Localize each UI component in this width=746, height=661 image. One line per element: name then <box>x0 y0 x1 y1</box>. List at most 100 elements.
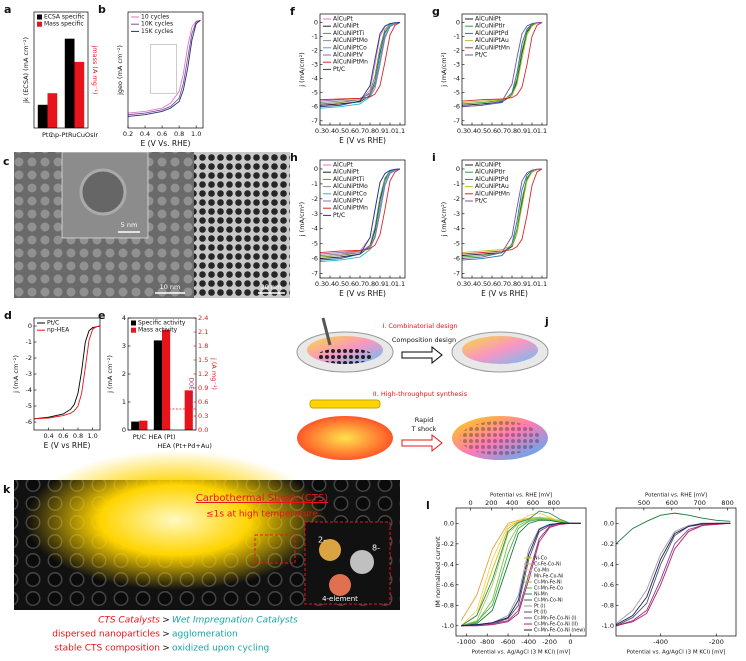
x-tick-label: 1.1 <box>395 280 405 288</box>
comparison-sign: > <box>162 616 170 626</box>
x2-tick-label: 700 <box>694 499 706 507</box>
heater <box>309 399 381 409</box>
y-tick-label: 2 <box>122 370 126 378</box>
inset-label: 8- <box>372 544 380 553</box>
y-tick-label: 0 <box>122 426 126 434</box>
x-tick-label: 0.5 <box>335 127 345 135</box>
legend-label: 10K cycles <box>141 21 173 28</box>
x-tick-label: 1.0 <box>527 280 537 288</box>
y-tick-label: 0 <box>314 18 318 26</box>
line <box>461 519 581 627</box>
y2-tick-label: 0.3 <box>198 412 208 420</box>
x-tick-label: 0.8 <box>365 127 375 135</box>
arrow-label: Composition design <box>392 336 456 344</box>
x-tick-label: 1.0 <box>527 127 537 135</box>
y-tick-label: -7 <box>454 117 460 125</box>
legend-label: Cr-Mn-Co-Ni <box>534 598 563 604</box>
y-tick-label: -4 <box>454 225 460 233</box>
y-tick-label: -3 <box>26 370 32 378</box>
legend-label: AlCuNiPtMn <box>475 190 510 197</box>
comparison-left: dispersed nanoparticles <box>52 630 160 640</box>
x-axis-label: Potential vs. Ag/AgCl (3 M KCl) [mV] <box>627 650 726 656</box>
plot-frame <box>127 11 204 129</box>
bar <box>74 61 85 128</box>
x-tick-label: 0.3 <box>315 280 325 288</box>
legend-label: Ni-Mn <box>534 592 548 598</box>
y-tick-label: 3 <box>122 342 126 350</box>
y-axis-label: j (mA cm⁻²) <box>106 355 114 394</box>
comparison-right: oxidized upon cycling <box>172 644 269 654</box>
y-tick-label: -2 <box>454 195 460 203</box>
x-tick-label: 0.5 <box>477 127 487 135</box>
x-tick-label: 0.3 <box>457 127 467 135</box>
zoom-box <box>254 534 296 564</box>
y-tick-label: -4 <box>312 225 318 233</box>
legend-label: Pt (II) <box>534 610 547 616</box>
x-tick-label: 0.9 <box>517 127 527 135</box>
comparison-left: CTS Catalysts <box>98 616 160 626</box>
panel-label: k <box>3 483 11 496</box>
y-tick-label: -5 <box>312 240 318 248</box>
x-tick-label: 0.4 <box>325 127 335 135</box>
x-axis-label: E (V vs RHE) <box>44 441 91 450</box>
nanoparticle <box>329 574 351 596</box>
x-tick-label: 1.0 <box>87 432 97 440</box>
legend-label: np-HEA <box>47 327 70 334</box>
line <box>127 19 201 116</box>
target-label: DOE target <box>188 378 194 409</box>
thermal-glow <box>25 450 325 590</box>
line <box>319 21 401 109</box>
line <box>461 21 543 108</box>
composition-array <box>462 336 538 364</box>
x-tick-label: 0.8 <box>507 280 517 288</box>
y-tick-label: -1.0 <box>441 622 454 630</box>
y-tick-label: -0.4 <box>601 560 614 568</box>
legend-label: ECSA specific <box>44 14 85 21</box>
legend-label: AlCuNiPtMn <box>333 59 368 66</box>
caption-background <box>14 610 400 661</box>
inset-frame <box>488 45 518 92</box>
panel-label: h <box>290 151 298 164</box>
y-tick-label: -1.0 <box>601 622 614 630</box>
panel-label: d <box>4 309 12 322</box>
y-tick-label: -7 <box>312 117 318 125</box>
line <box>33 325 101 420</box>
heated-wafer <box>297 416 393 460</box>
line <box>461 21 543 103</box>
y-tick-label: -4 <box>26 386 32 394</box>
x-tick-label: HEA (Pt) <box>148 433 175 441</box>
y2-tick-label: 2.1 <box>198 328 208 336</box>
x-tick-label: Pt/C <box>133 433 147 441</box>
legend-label: Ni-Co <box>534 556 547 562</box>
x-tick-label: 0.9 <box>517 280 527 288</box>
legend-label: AlCuNiPt <box>333 23 360 30</box>
line <box>461 522 581 627</box>
x-tick-label: 0.9 <box>375 127 385 135</box>
nanoparticle <box>350 550 374 574</box>
x-axis-label: Potential vs. Ag/AgCl (3 M KCl) [mV] <box>472 650 571 656</box>
legend-label: Mn-Fe-Co-Ni <box>534 574 563 580</box>
step-title: II. High-throughput synthesis <box>373 390 468 398</box>
x2-tick-label: 800 <box>721 499 733 507</box>
y-tick-label: -5 <box>312 89 318 97</box>
x-tick-label: 0.8 <box>73 432 83 440</box>
x-tick-label: 0.4 <box>43 432 53 440</box>
x-tick-label: 0.5 <box>335 280 345 288</box>
y-axis-label: IM normalized current <box>434 536 442 608</box>
line <box>33 325 101 420</box>
x-tick-label: 0.6 <box>487 127 497 135</box>
legend-label: AlCuPt <box>333 162 353 169</box>
x-tick-label: HEA (Pt+Pd+Au) <box>157 442 212 450</box>
x-tick-label: 0.7 <box>355 127 365 135</box>
y-tick-label: -0.6 <box>601 581 614 589</box>
legend-label: AlCuNiPtIr <box>475 169 506 176</box>
y-tick-label: -4 <box>312 75 318 83</box>
panel-label: f <box>290 5 295 18</box>
legend-label: Specific activity <box>138 320 186 327</box>
x2-axis-label: Potential vs. RHE [mV] <box>645 493 707 499</box>
line <box>319 168 401 263</box>
legend-label: AlCuNiPtPd <box>475 176 509 183</box>
x-tick-label: 0.4 <box>325 280 335 288</box>
legend-label: Cr-Fe-Co-Ni <box>534 562 561 568</box>
y-tick-label: 0 <box>28 322 32 330</box>
